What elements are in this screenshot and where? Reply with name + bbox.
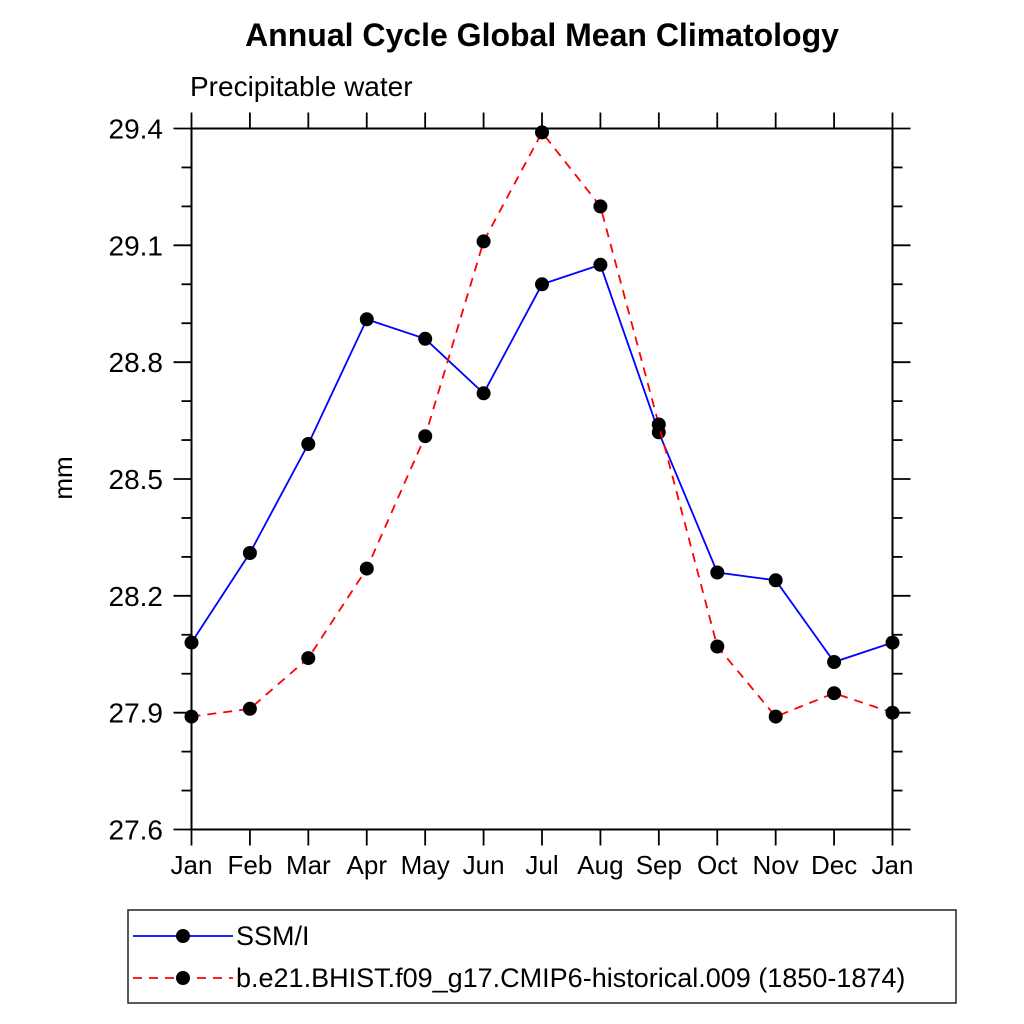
y-tick-label: 29.1 xyxy=(109,230,164,261)
legend-marker-ssmi xyxy=(176,929,190,943)
data-point-marker-0 xyxy=(535,277,549,292)
data-point-marker-1 xyxy=(242,701,257,716)
x-tick-label: Oct xyxy=(697,850,738,880)
data-point-marker-1 xyxy=(651,417,666,432)
x-tick-label: Dec xyxy=(811,850,857,880)
x-tick-label: May xyxy=(401,850,450,880)
plot-frame xyxy=(190,127,894,831)
data-point-marker-0 xyxy=(301,437,316,451)
data-point-marker-1 xyxy=(710,639,725,654)
legend-box xyxy=(127,909,957,1004)
data-point-marker-0 xyxy=(359,312,374,327)
chart-subtitle: Precipitable water xyxy=(190,71,413,102)
legend-label-ssmi: SSM/I xyxy=(236,921,310,951)
data-point-marker-1 xyxy=(359,561,374,576)
x-tick-label: Mar xyxy=(286,850,331,880)
data-point-marker-1 xyxy=(418,429,433,444)
y-tick-label: 27.6 xyxy=(109,815,164,846)
y-tick-label: 27.9 xyxy=(109,698,164,729)
data-point-marker-0 xyxy=(768,573,783,588)
y-tick-label: 28.8 xyxy=(109,347,164,378)
x-tick-label: Jan xyxy=(872,850,914,880)
x-tick-label: Sep xyxy=(636,850,682,880)
data-point-marker-0 xyxy=(476,386,491,401)
x-tick-label: Feb xyxy=(228,850,273,880)
data-point-marker-1 xyxy=(535,125,549,140)
data-point-marker-1 xyxy=(184,709,199,724)
y-tick-label: 28.2 xyxy=(109,581,164,612)
data-point-marker-0 xyxy=(827,655,842,669)
data-point-marker-1 xyxy=(885,705,900,720)
series-line-1 xyxy=(191,130,893,718)
data-point-marker-0 xyxy=(593,257,608,272)
y-tick-label: 29.4 xyxy=(109,114,164,145)
chart-title: Annual Cycle Global Mean Climatology xyxy=(245,17,839,53)
data-point-marker-1 xyxy=(593,199,608,214)
data-point-marker-1 xyxy=(827,686,842,701)
legend: SSM/I b.e21.BHIST.f09_g17.CMIP6-historic… xyxy=(127,909,957,1004)
y-axis-label: mm xyxy=(48,456,78,499)
plot-area: Jan Feb Mar Apr May Jun Jul Aug Sep Oct Nov Dec Jan2… xyxy=(109,112,914,880)
data-point-marker-1 xyxy=(301,651,316,666)
data-point-marker-0 xyxy=(242,546,257,560)
x-tick-label: Aug xyxy=(577,850,623,880)
x-tick-label: Jul xyxy=(525,850,558,880)
legend-label-model: b.e21.BHIST.f09_g17.CMIP6-historical.009… xyxy=(236,963,905,993)
data-point-marker-1 xyxy=(476,234,491,249)
x-tick-label: Nov xyxy=(753,850,799,880)
x-tick-label: Apr xyxy=(347,850,388,880)
x-tick-label: Jun xyxy=(463,850,505,880)
x-tick-label: Jan xyxy=(171,850,213,880)
series-line-0 xyxy=(190,263,893,664)
data-point-marker-1 xyxy=(768,709,783,724)
data-point-marker-0 xyxy=(184,635,199,650)
data-point-marker-0 xyxy=(885,635,900,650)
data-point-marker-0 xyxy=(418,331,433,346)
legend-marker-model xyxy=(176,971,190,985)
data-point-marker-0 xyxy=(710,565,725,580)
y-tick-label: 28.5 xyxy=(109,464,164,495)
